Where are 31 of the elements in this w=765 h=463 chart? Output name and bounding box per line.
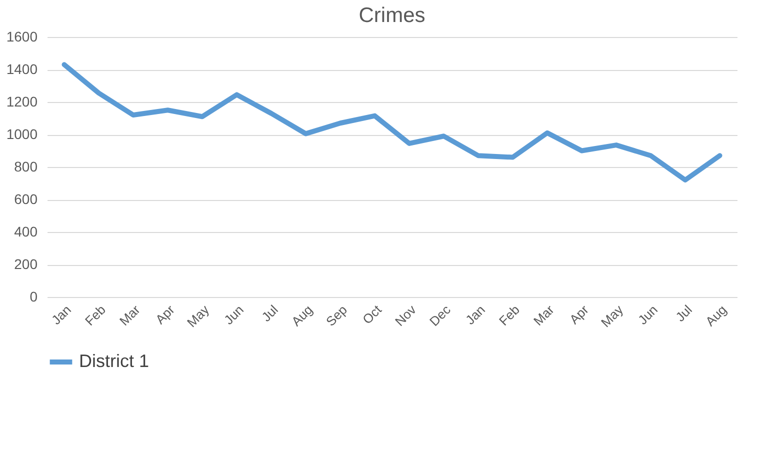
x-tick-label: Oct — [360, 302, 385, 327]
y-tick-label: 0 — [30, 288, 38, 304]
x-tick-label: Jan — [48, 302, 74, 328]
y-tick-label: 1000 — [6, 126, 38, 142]
x-tick-label: Jul — [258, 302, 282, 324]
x-tick-label: Dec — [426, 302, 454, 330]
y-tick-label: 600 — [14, 191, 38, 207]
x-tick-label: Jun — [635, 302, 660, 328]
y-tick-label: 800 — [14, 158, 38, 174]
y-tick-label: 400 — [14, 224, 38, 240]
x-tick-label: Mar — [116, 302, 144, 329]
x-tick-label: Apr — [566, 302, 592, 327]
x-tick-label: Feb — [82, 302, 108, 329]
x-tick-label: Sep — [322, 302, 350, 330]
y-tick-label: 1200 — [6, 94, 38, 110]
x-tick-label: Jun — [221, 302, 246, 328]
x-tick-label: May — [184, 302, 212, 330]
x-tick-label: Jul — [672, 302, 696, 324]
x-tick-label: Aug — [288, 302, 316, 330]
x-tick-label: Jan — [462, 302, 488, 328]
x-tick-label: Aug — [702, 302, 730, 330]
x-tick-label: Feb — [496, 302, 522, 329]
y-tick-label: 1600 — [6, 28, 38, 44]
x-tick-label: May — [598, 302, 626, 330]
y-tick-label: 200 — [14, 256, 38, 272]
legend-label: District 1 — [79, 351, 150, 371]
x-tick-label: Mar — [530, 302, 558, 329]
chart-title: Crimes — [358, 4, 426, 27]
x-tick-label: Nov — [392, 302, 420, 330]
x-tick-label: Apr — [152, 302, 178, 327]
y-tick-label: 1400 — [6, 61, 38, 77]
